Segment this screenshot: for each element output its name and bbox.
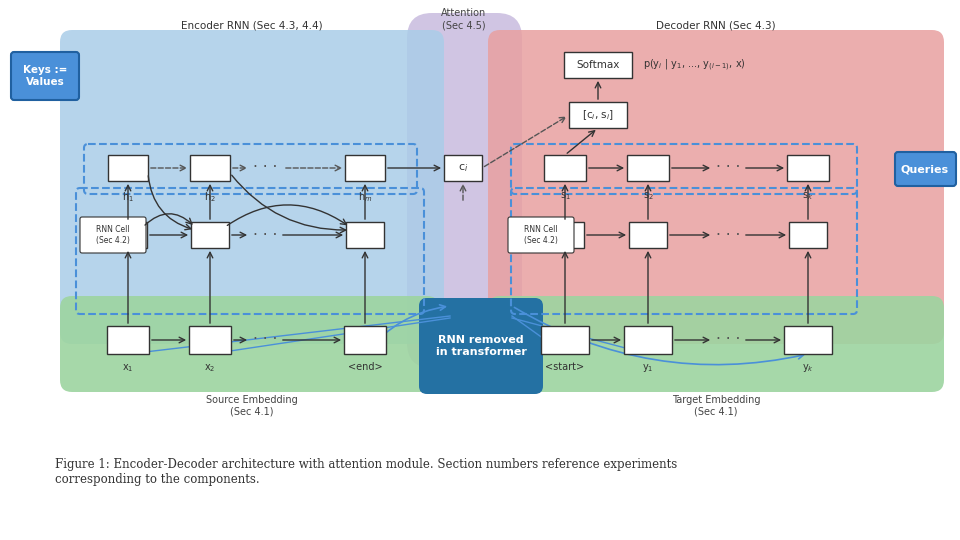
Text: s$_2$: s$_2$ — [642, 190, 654, 202]
Text: h$_1$: h$_1$ — [122, 190, 134, 204]
Bar — [564, 52, 632, 78]
Text: Softmax: Softmax — [576, 60, 620, 70]
Text: y$_1$: y$_1$ — [642, 362, 654, 374]
FancyBboxPatch shape — [407, 13, 522, 368]
Text: · · ·: · · · — [716, 333, 740, 348]
FancyBboxPatch shape — [419, 298, 543, 394]
Text: p(y$_i$ | y$_{1}$, ..., y$_{(i-1)}$, x): p(y$_i$ | y$_{1}$, ..., y$_{(i-1)}$, x) — [643, 57, 746, 73]
Bar — [190, 155, 230, 181]
Text: c$_i$: c$_i$ — [458, 162, 468, 174]
Text: Target Embedding
(Sec 4.1): Target Embedding (Sec 4.1) — [672, 395, 760, 416]
Text: [c$_i$, s$_i$]: [c$_i$, s$_i$] — [582, 108, 613, 122]
Bar — [108, 155, 148, 181]
Text: Encoder RNN (Sec 4.3, 4.4): Encoder RNN (Sec 4.3, 4.4) — [181, 20, 323, 30]
FancyBboxPatch shape — [11, 52, 79, 100]
Bar — [346, 222, 384, 248]
Bar — [569, 102, 627, 128]
Text: s$_k$: s$_k$ — [803, 190, 814, 202]
Bar — [627, 155, 669, 181]
Text: h$_2$: h$_2$ — [204, 190, 216, 204]
FancyBboxPatch shape — [508, 217, 574, 253]
Bar — [629, 222, 667, 248]
Bar — [107, 326, 149, 354]
Bar — [789, 222, 827, 248]
Text: · · ·: · · · — [252, 227, 277, 242]
Text: Source Embedding
(Sec 4.1): Source Embedding (Sec 4.1) — [206, 395, 298, 416]
Bar — [191, 222, 229, 248]
Bar — [624, 326, 672, 354]
Text: · · ·: · · · — [716, 160, 740, 176]
Bar — [541, 326, 589, 354]
Text: · · ·: · · · — [252, 333, 277, 348]
Text: Figure 1: Encoder-Decoder architecture with attention module. Section numbers re: Figure 1: Encoder-Decoder architecture w… — [55, 458, 677, 486]
Text: Attention
(Sec 4.5): Attention (Sec 4.5) — [442, 9, 487, 30]
Text: <end>: <end> — [348, 362, 382, 372]
Text: Keys :=
Values: Keys := Values — [23, 65, 67, 87]
Text: x$_2$: x$_2$ — [204, 362, 216, 374]
FancyBboxPatch shape — [488, 30, 944, 344]
FancyBboxPatch shape — [60, 30, 444, 344]
Bar — [444, 155, 482, 181]
Bar — [109, 222, 147, 248]
Text: h$_m$: h$_m$ — [358, 190, 372, 204]
Text: RNN Cell
(Sec 4.2): RNN Cell (Sec 4.2) — [524, 225, 558, 245]
Bar — [189, 326, 231, 354]
Text: Queries: Queries — [900, 164, 949, 174]
Text: RNN removed
in transformer: RNN removed in transformer — [436, 335, 526, 357]
FancyBboxPatch shape — [488, 296, 944, 392]
Bar — [345, 155, 385, 181]
Text: RNN Cell
(Sec 4.2): RNN Cell (Sec 4.2) — [96, 225, 130, 245]
Bar — [544, 155, 586, 181]
Text: s$_1$: s$_1$ — [560, 190, 570, 202]
FancyBboxPatch shape — [80, 217, 146, 253]
Text: · · ·: · · · — [716, 227, 740, 242]
Text: y$_k$: y$_k$ — [802, 362, 814, 374]
FancyBboxPatch shape — [60, 296, 439, 392]
Bar — [344, 326, 386, 354]
FancyBboxPatch shape — [895, 152, 956, 186]
Text: · · ·: · · · — [252, 160, 277, 176]
Bar — [787, 155, 829, 181]
Text: Decoder RNN (Sec 4.3): Decoder RNN (Sec 4.3) — [657, 20, 776, 30]
Text: <start>: <start> — [545, 362, 585, 372]
Bar — [784, 326, 832, 354]
Text: x$_1$: x$_1$ — [122, 362, 133, 374]
Bar — [546, 222, 584, 248]
